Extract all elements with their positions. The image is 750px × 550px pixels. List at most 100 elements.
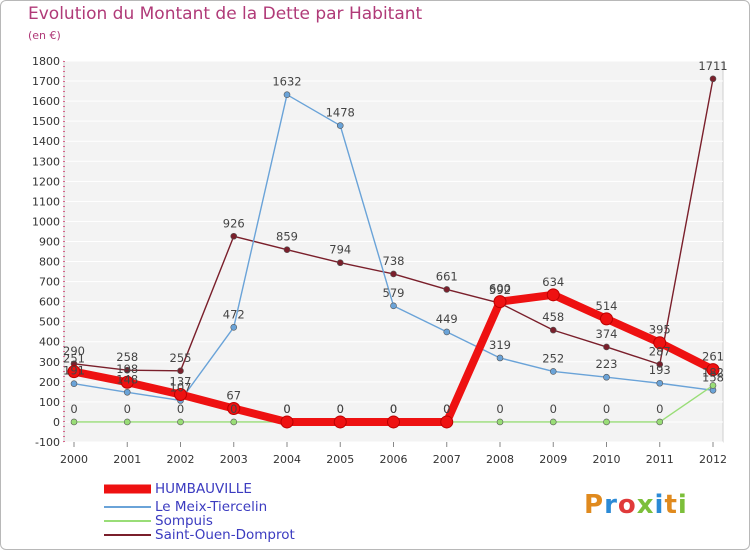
- data-label: 258: [116, 350, 138, 364]
- data-label: 261: [702, 350, 724, 364]
- y-tick-label: 1400: [32, 135, 60, 148]
- data-point: [656, 379, 664, 387]
- y-tick-label: 700: [39, 276, 60, 289]
- data-point: [123, 418, 131, 426]
- y-tick-label: 100: [39, 396, 60, 409]
- data-point: [549, 418, 557, 426]
- data-label: 458: [542, 310, 564, 324]
- data-label: 634: [542, 275, 564, 289]
- y-tick-label: 1000: [32, 215, 60, 228]
- data-label: 1711: [698, 59, 727, 73]
- data-point: [440, 415, 454, 429]
- data-label: 0: [390, 402, 397, 416]
- x-tick-label: 2009: [539, 453, 567, 466]
- data-point: [387, 415, 400, 429]
- data-point: [230, 418, 238, 426]
- data-point: [283, 246, 291, 253]
- data-label: 319: [489, 338, 511, 352]
- data-label: 252: [542, 351, 564, 365]
- x-tick-label: 2012: [699, 453, 727, 466]
- x-tick-label: 2002: [167, 453, 195, 466]
- data-point: [600, 312, 613, 326]
- data-point: [177, 367, 184, 375]
- data-point: [123, 388, 131, 396]
- data-point: [336, 259, 344, 267]
- data-point: [67, 365, 81, 379]
- data-point: [70, 380, 78, 387]
- data-label: 0: [337, 402, 344, 416]
- data-point: [603, 418, 610, 426]
- data-label: 395: [649, 323, 671, 337]
- y-tick-label: 1600: [32, 95, 60, 108]
- data-label: 738: [383, 254, 405, 268]
- x-tick-label: 2010: [593, 453, 621, 466]
- data-label: 0: [70, 402, 77, 416]
- data-label: 0: [283, 402, 290, 416]
- data-label: 0: [603, 402, 610, 416]
- x-tick-label: 2008: [486, 453, 514, 466]
- y-tick-label: 0: [53, 416, 60, 429]
- y-tick-label: 1800: [32, 55, 60, 68]
- data-point: [336, 122, 344, 129]
- legend-label: Sompuis: [155, 513, 213, 529]
- data-label: 661: [436, 269, 458, 283]
- data-point: [496, 418, 504, 426]
- x-tick-label: 2003: [220, 453, 248, 466]
- data-point: [174, 387, 187, 401]
- data-point: [280, 415, 294, 429]
- data-label: 0: [496, 402, 503, 416]
- data-point: [390, 270, 397, 278]
- data-point: [656, 418, 664, 426]
- y-tick-label: 300: [39, 356, 60, 369]
- x-tick-label: 2001: [113, 453, 141, 466]
- data-point: [656, 361, 664, 368]
- data-label: 514: [596, 299, 618, 313]
- data-point: [549, 326, 557, 334]
- data-label: 158: [702, 370, 724, 384]
- y-tick-label: -100: [35, 436, 60, 449]
- data-point: [706, 363, 720, 377]
- chart-title: Evolution du Montant de la Dette par Hab…: [28, 4, 423, 24]
- data-label: 0: [283, 402, 290, 416]
- data-label: 223: [596, 357, 618, 371]
- data-label: 794: [329, 243, 351, 257]
- data-label: 0: [390, 402, 397, 416]
- data-point: [177, 418, 184, 426]
- data-label: 472: [223, 307, 245, 321]
- x-tick-label: 2004: [273, 453, 301, 466]
- unit-label: (en €): [28, 29, 61, 42]
- data-point: [443, 286, 451, 293]
- data-point: [230, 232, 238, 240]
- y-tick-label: 1300: [32, 155, 60, 168]
- data-point: [603, 343, 610, 351]
- data-label: 0: [656, 402, 663, 416]
- y-tick-label: 1700: [32, 75, 60, 88]
- data-point: [283, 91, 291, 98]
- x-tick-label: 2007: [433, 453, 461, 466]
- data-label: 579: [383, 286, 405, 300]
- data-point: [496, 354, 504, 362]
- legend-label: Le Meix-Tiercelin: [155, 499, 267, 515]
- data-label: 148: [116, 372, 138, 386]
- data-label: 251: [63, 352, 85, 366]
- legend-label: Saint-Ouen-Domprot: [155, 527, 295, 543]
- data-label: 1632: [272, 75, 301, 89]
- data-point: [230, 323, 238, 331]
- data-label: 1478: [326, 106, 355, 120]
- data-label: 374: [596, 327, 618, 341]
- y-tick-label: 500: [39, 316, 60, 329]
- x-tick-label: 2011: [646, 453, 674, 466]
- data-label: 0: [550, 402, 557, 416]
- data-label: 0: [443, 402, 450, 416]
- data-label: 287: [649, 344, 671, 358]
- data-label: 107: [170, 380, 192, 394]
- x-tick-label: 2006: [380, 453, 408, 466]
- data-label: 255: [170, 351, 192, 365]
- legend-label: HUMBAUVILLE: [155, 481, 252, 497]
- data-point: [70, 418, 78, 426]
- y-tick-label: 1100: [32, 195, 60, 208]
- data-point: [390, 302, 397, 310]
- data-label: 592: [489, 283, 511, 297]
- data-label: 449: [436, 312, 458, 326]
